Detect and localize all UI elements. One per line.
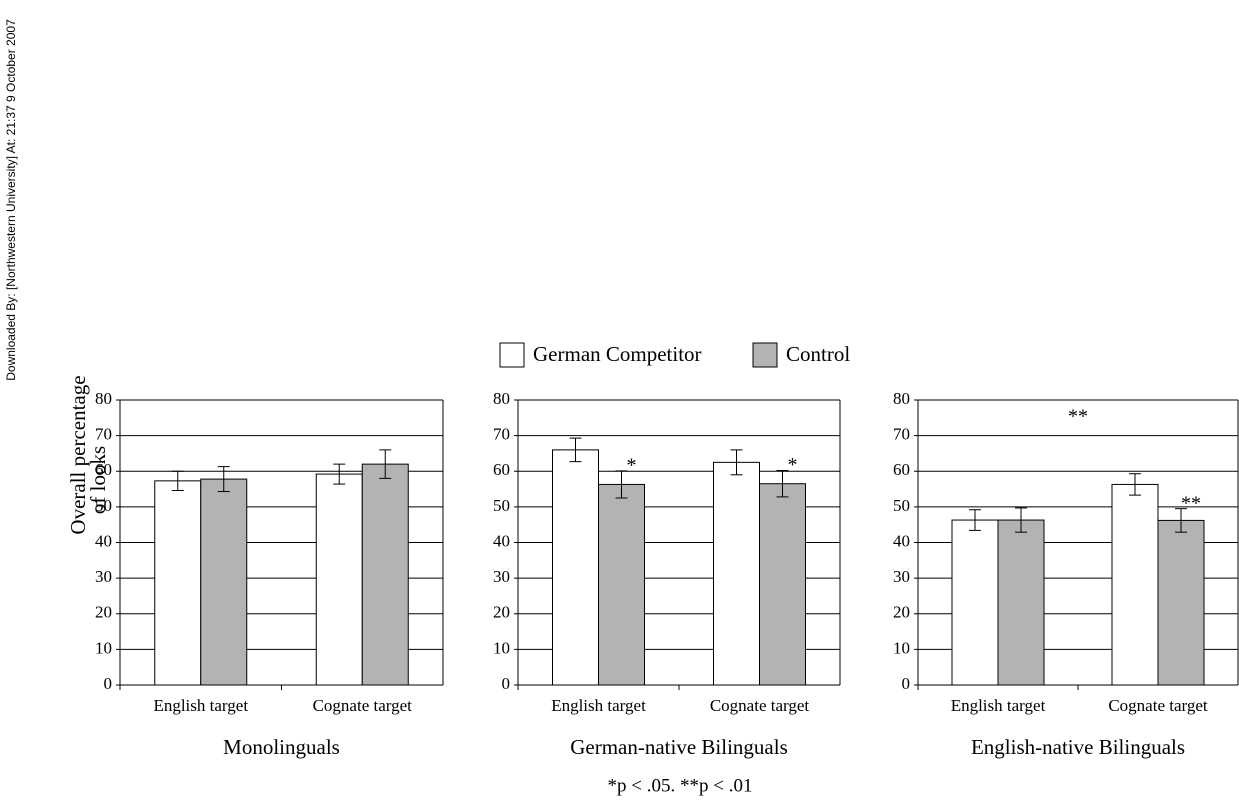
- bar: [713, 461, 760, 686]
- bar: [552, 449, 599, 686]
- bar: [951, 519, 999, 686]
- y-tick-label: 10: [95, 638, 112, 657]
- significance: *: [788, 454, 798, 476]
- y-tick-label: 40: [893, 531, 910, 550]
- y-tick-label: 40: [95, 531, 112, 550]
- legend-label: Control: [786, 342, 850, 366]
- y-tick-label: 70: [493, 425, 510, 444]
- y-tick-label: 80: [893, 389, 910, 408]
- y-tick-label: 70: [893, 425, 910, 444]
- bar: [598, 483, 645, 686]
- x-axis-label: Monolinguals: [223, 735, 340, 759]
- y-tick-label: 60: [95, 460, 112, 479]
- y-tick-label: 40: [493, 531, 510, 550]
- y-tick-label: 50: [95, 496, 112, 515]
- y-tick-label: 50: [893, 496, 910, 515]
- significance: **: [1068, 406, 1088, 428]
- y-tick-label: 30: [95, 567, 112, 586]
- y-tick-label: 80: [493, 389, 510, 408]
- y-axis-label: Overall percentage: [66, 375, 90, 534]
- bar: [759, 483, 806, 686]
- x-axis-label: German-native Bilinguals: [570, 735, 788, 759]
- footnote: *p < .05. **p < .01: [608, 775, 753, 796]
- y-tick-label: 30: [893, 567, 910, 586]
- y-tick-label: 20: [893, 603, 910, 622]
- y-tick-label: 10: [893, 638, 910, 657]
- x-tick-label: English target: [551, 696, 646, 715]
- watermark: Downloaded By: [Northwestern University]…: [4, 19, 18, 381]
- y-tick-label: 10: [493, 638, 510, 657]
- y-tick-label: 0: [902, 674, 911, 693]
- legend-label: German Competitor: [533, 342, 702, 366]
- y-axis-label: of looks: [86, 446, 110, 514]
- bar: [200, 478, 248, 686]
- x-tick-label: Cognate target: [710, 696, 810, 715]
- x-tick-label: Cognate target: [313, 696, 413, 715]
- legend-swatch: [499, 342, 525, 368]
- y-tick-label: 70: [95, 425, 112, 444]
- bar: [315, 473, 363, 686]
- significance: *: [627, 454, 637, 476]
- y-tick-label: 80: [95, 389, 112, 408]
- bar: [1111, 483, 1159, 686]
- bar: [997, 519, 1045, 686]
- significance: **: [1181, 492, 1201, 514]
- y-tick-label: 60: [493, 460, 510, 479]
- x-axis-label: English-native Bilinguals: [971, 735, 1185, 759]
- y-tick-label: 20: [493, 603, 510, 622]
- bar: [154, 480, 202, 686]
- y-tick-label: 0: [104, 674, 113, 693]
- y-tick-label: 20: [95, 603, 112, 622]
- bar: [361, 463, 409, 686]
- y-tick-label: 60: [893, 460, 910, 479]
- bar: [1157, 519, 1205, 686]
- y-tick-label: 30: [493, 567, 510, 586]
- y-tick-label: 0: [502, 674, 511, 693]
- x-tick-label: English target: [951, 696, 1046, 715]
- x-tick-label: English target: [153, 696, 248, 715]
- y-tick-label: 50: [493, 496, 510, 515]
- x-tick-label: Cognate target: [1108, 696, 1208, 715]
- legend-swatch: [752, 342, 778, 368]
